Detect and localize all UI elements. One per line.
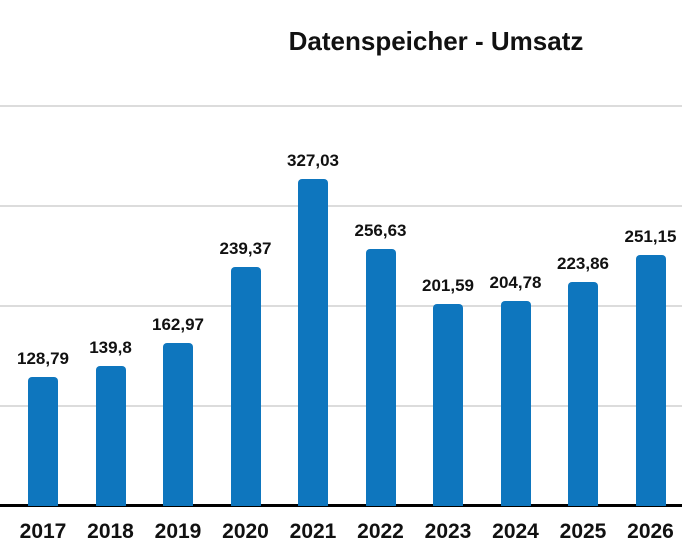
bar-2025 — [568, 282, 598, 506]
value-label-2025: 223,86 — [557, 254, 609, 274]
bar-2017 — [28, 377, 58, 506]
bar-2023 — [433, 304, 463, 506]
value-label-2024: 204,78 — [489, 273, 542, 293]
bar-2024 — [500, 301, 531, 506]
x-axis-label-2026: 2026 — [627, 520, 674, 538]
value-label-2020: 239,37 — [219, 238, 272, 258]
bar-2019 — [163, 343, 193, 506]
gridline-200 — [0, 305, 682, 307]
bar-2021 — [298, 178, 328, 506]
x-axis-line — [0, 504, 682, 507]
x-axis-label-2017: 2017 — [19, 520, 67, 538]
x-axis-label-2021: 2021 — [289, 520, 337, 538]
value-label-2021: 327,03 — [287, 150, 339, 170]
value-label-2017: 128,79 — [17, 349, 69, 369]
x-axis-label-2018: 2018 — [87, 520, 134, 538]
value-label-2023: 201,59 — [422, 276, 474, 296]
bar-2026 — [635, 254, 666, 506]
x-axis-label-2022: 2022 — [357, 520, 404, 538]
bar-2020 — [230, 266, 261, 506]
x-axis-label-2023: 2023 — [424, 520, 472, 538]
x-axis-label-2020: 2020 — [222, 520, 269, 538]
x-axis-label-2019: 2019 — [154, 520, 202, 538]
x-axis-label-2025: 2025 — [559, 520, 607, 538]
gridline-300 — [0, 205, 682, 207]
x-axis-label-2024: 2024 — [492, 520, 539, 538]
value-label-2026: 251,15 — [624, 226, 677, 246]
value-label-2018: 139,8 — [89, 338, 132, 358]
bar-2018 — [95, 366, 126, 506]
gridline-100 — [0, 405, 682, 407]
chart-title: Datenspeicher - Umsatz — [288, 26, 584, 56]
gridline-400 — [0, 105, 682, 107]
value-label-2019: 162,97 — [152, 315, 204, 335]
bar-2022 — [365, 249, 396, 506]
value-label-2022: 256,63 — [354, 221, 407, 241]
